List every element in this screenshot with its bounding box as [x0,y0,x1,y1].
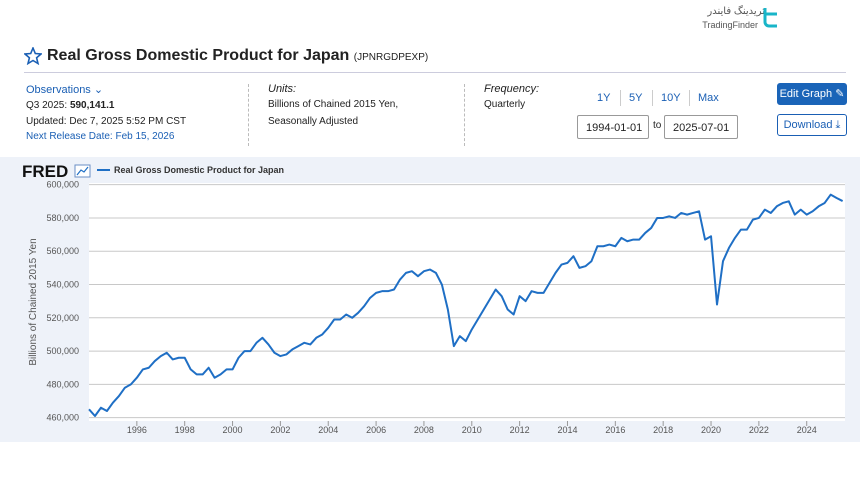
x-tick-label: 2012 [510,425,530,435]
sep [689,90,690,106]
edit-label: Edit Graph [779,88,833,100]
sep [620,90,621,106]
start-date-input[interactable]: 1994-01-01 [577,115,649,139]
sep [652,90,653,106]
next-release: Next Release Date: Feb 15, 2026 [26,131,175,142]
x-tick-label: 2020 [701,425,721,435]
latest-label: Q3 2025: [26,100,68,111]
x-tick-label: 2002 [270,425,290,435]
divider [24,72,846,73]
legend-label: Real Gross Domestic Product for Japan [114,165,284,175]
x-tick-label: 2014 [557,425,577,435]
plot-area [89,183,845,421]
units-heading: Units: [268,83,297,95]
units-line1: Billions of Chained 2015 Yen, [268,99,399,110]
title-text: Real Gross Domestic Product for Japan [47,47,350,64]
x-tick-label: 2024 [797,425,817,435]
y-tick-label: 560,000 [46,246,79,256]
logo-latin: TradingFinder [702,20,758,30]
series-line [88,193,844,418]
updated: Updated: Dec 7, 2025 5:52 PM CST [26,116,187,127]
frequency-heading: Frequency: [484,83,540,95]
latest-value: 590,141.1 [69,100,115,111]
logo-icon [763,8,777,28]
x-tick-label: 1996 [127,425,147,435]
x-tick-label: 2008 [414,425,434,435]
y-tick-label: 480,000 [46,379,79,389]
range-button[interactable]: 1Y [597,92,611,104]
fred-icon-line [76,166,89,176]
y-tick-label: 500,000 [46,346,79,356]
logo-persian: تریدینگ فایندر [707,6,765,17]
observations-heading: Observations [26,84,91,96]
x-tick-label: 2018 [653,425,673,435]
x-tick-label: 2000 [223,425,243,435]
x-tick-label: 2004 [318,425,338,435]
range-button[interactable]: 5Y [629,92,643,104]
y-tick-label: 540,000 [46,280,79,290]
x-tick-label: 2022 [749,425,769,435]
edit-graph-button[interactable]: Edit Graph ✎ [777,83,847,105]
series-code: (JPNRGDPEXP) [353,52,429,63]
latest: Q3 2025: 590,141.1 [26,100,114,111]
separator [248,84,250,146]
to-label: to [653,120,662,131]
download-label: Download [783,119,833,131]
separator [464,84,466,146]
range-button[interactable]: Max [698,92,719,104]
chart: FRED 460,000 480,000 500,000 520,000 540,000… [0,157,860,442]
star-icon[interactable] [24,47,42,65]
y-tick-label: 600,000 [46,180,79,190]
fred-logo: FRED [22,162,68,181]
y-tick-label: 520,000 [46,313,79,323]
y-tick-label: 460,000 [46,413,79,423]
x-tick-label: 2010 [462,425,482,435]
units-line2: Seasonally Adjusted [268,116,359,127]
x-tick-label: 2006 [366,425,386,435]
page-title: Real Gross Domestic Product for Japan (J… [47,47,428,65]
frequency-value: Quarterly [484,99,526,110]
end-date-input[interactable]: 2025-07-01 [664,115,738,139]
range-button[interactable]: 10Y [661,92,681,104]
y-axis-label: Billions of Chained 2015 Yen [28,238,39,365]
x-tick-label: 2016 [605,425,625,435]
y-tick-label: 580,000 [46,213,79,223]
observations-toggle[interactable]: Observations ⌄ [26,84,104,96]
x-tick-label: 1998 [175,425,195,435]
download-button[interactable]: Download ⤓ [777,114,847,136]
